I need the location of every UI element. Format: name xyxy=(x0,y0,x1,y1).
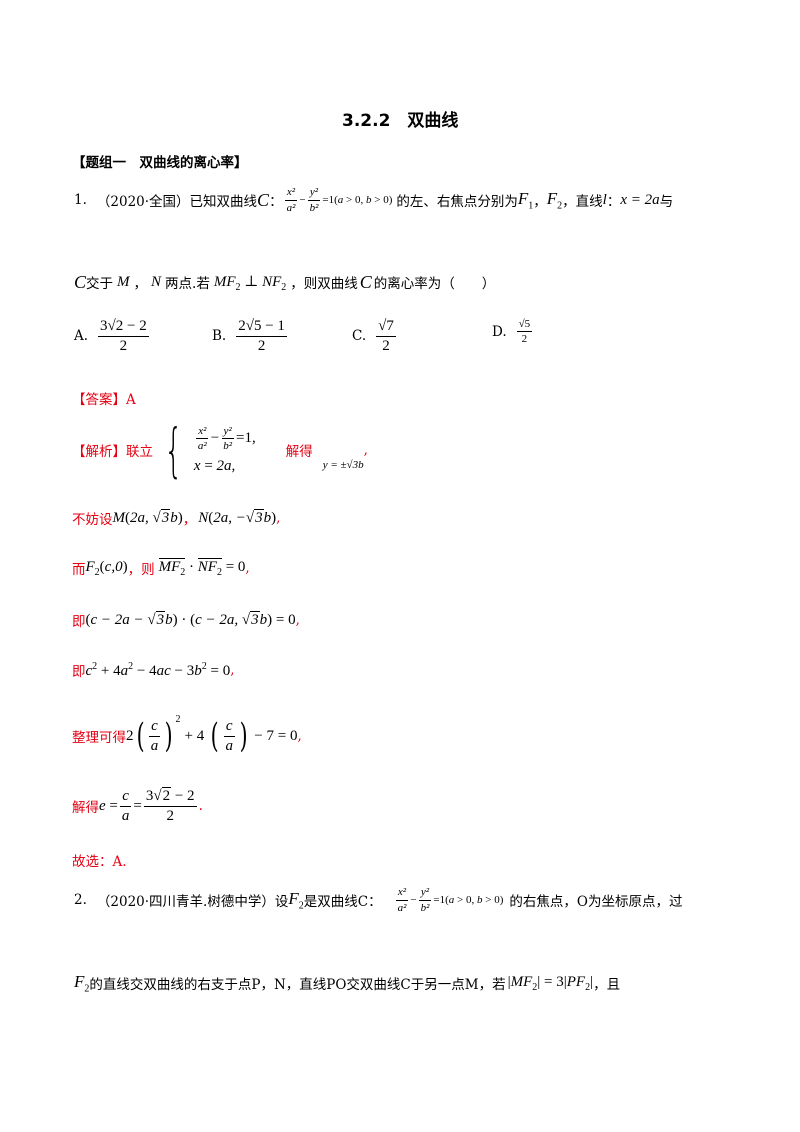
step-dot: 即 (c − 2a − √3b) · (c − 2a, √3b) = 0 , xyxy=(72,610,300,630)
question-text: 交于 xyxy=(86,276,114,292)
colon: ： xyxy=(269,194,283,210)
section-heading: 【题组一 双曲线的离心率】 xyxy=(72,155,248,171)
analysis-label: 【解析】联立 xyxy=(72,444,153,460)
math-line-eq: x = 2a xyxy=(620,191,660,208)
question-text: 的左、右焦点分别为 xyxy=(396,194,518,210)
answer: 【答案】A xyxy=(72,392,136,408)
question-number: 1. xyxy=(74,192,87,208)
math-C: C xyxy=(257,189,270,210)
analysis-system: 【解析】联立 { x² a² − y² b² =1, x = 2a, 解得 y = … xyxy=(72,416,368,484)
question-text: ，直线 xyxy=(562,194,603,210)
math-l: l xyxy=(602,191,607,208)
question-2-line-1: 2. （2020·四川青羊.树德中学）设 F2 是双曲线C： x² a² − y²… xyxy=(74,886,683,914)
page-title: 3.2.2 双曲线 xyxy=(342,111,459,131)
solve-value: y = ±√3b xyxy=(322,459,364,471)
question-source: （2020·全国）已知双曲线 xyxy=(96,194,258,210)
question-2-line-2: F2 的直线交双曲线的右支于点P，N，直线PO交双曲线C于另一点M，若 |MF2… xyxy=(74,971,621,995)
math-F2: F2 xyxy=(546,188,563,212)
question-1-line-1: 1. （2020·全国）已知双曲线 C ： x² a² − y² b² =1(a >… xyxy=(74,186,674,214)
solve-label: 解得 xyxy=(285,444,313,460)
question-text: 与 xyxy=(659,194,674,210)
question-text: 的离心率为（ ） xyxy=(373,276,496,292)
question-text: ，则双曲线 xyxy=(290,276,358,292)
option-c[interactable]: C. √7 2 xyxy=(352,318,396,354)
choose-answer: 故选：A. xyxy=(72,854,127,870)
step-quadratic: 即 c2 + 4a2 − 4ac − 3b2 = 0 , xyxy=(72,660,235,681)
option-d[interactable]: D. √5 2 xyxy=(492,318,533,346)
math-condition: =1(a > 0, b > 0) xyxy=(322,194,393,206)
math-F1: F1 xyxy=(517,188,534,212)
question-text: 两点.若 xyxy=(165,276,210,292)
question-1-line-2: C 交于 M ， N 两点.若 MF2 ⊥ NF2 ，则双曲线 C 的离心率为（… xyxy=(74,271,496,293)
step-vector: 而 F2(c,0) ，则 MF2 · NF2 = 0 , xyxy=(72,557,250,578)
math-perp: MF2 ⊥ NF2 xyxy=(213,273,287,293)
math-fraction: y² b² xyxy=(307,186,321,214)
step-suppose: 不妨设 M(2a, √3b) ， N(2a, −√3b) , xyxy=(72,508,281,528)
math-fraction: x² a² xyxy=(284,186,298,214)
